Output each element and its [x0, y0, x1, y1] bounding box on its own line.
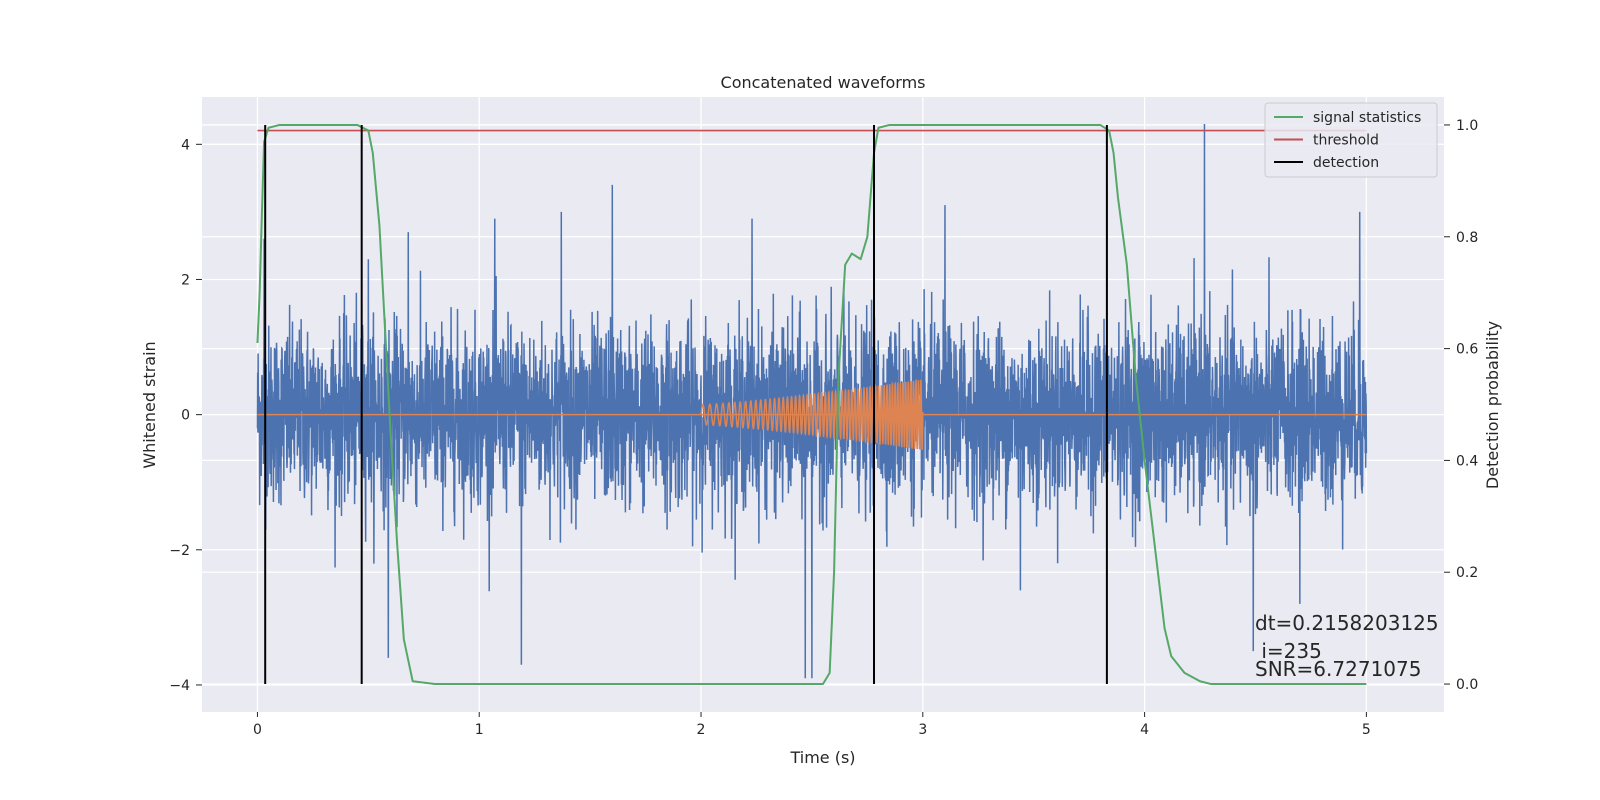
- x-axis-ticks: 0 1 2 3 4 5: [253, 712, 1371, 738]
- x-axis-label: Time (s): [789, 748, 855, 767]
- y2-tick-label: 0.2: [1456, 565, 1478, 581]
- legend-label-threshold: threshold: [1313, 133, 1379, 149]
- x-tick-label: 3: [918, 722, 927, 738]
- annotation-dt: dt=0.2158203125: [1255, 611, 1439, 635]
- legend-label-signal-statistics: signal statistics: [1313, 110, 1421, 126]
- y2-axis-ticks: 0.0 0.2 0.4 0.6 0.8 1.0: [1444, 118, 1478, 693]
- y-tick-label: −4: [169, 678, 190, 694]
- y2-tick-label: 0.8: [1456, 230, 1478, 246]
- y2-tick-label: 0.4: [1456, 453, 1478, 469]
- template-chirp: [700, 378, 924, 450]
- x-tick-label: 2: [697, 722, 706, 738]
- x-tick-label: 0: [253, 722, 262, 738]
- x-tick-label: 1: [475, 722, 484, 738]
- x-tick-label: 4: [1140, 722, 1149, 738]
- y2-tick-label: 0.0: [1456, 677, 1478, 693]
- y-tick-label: 4: [181, 137, 190, 153]
- template-series: [257, 378, 1367, 450]
- annotation-i: i=235: [1255, 639, 1322, 663]
- legend-box: [1264, 102, 1438, 178]
- y2-tick-label: 0.6: [1456, 342, 1478, 358]
- y2-axis-label: Detection probability: [1483, 321, 1502, 489]
- y-tick-label: 2: [181, 272, 190, 288]
- chart-title: Concatenated waveforms: [721, 73, 926, 92]
- annotation-snr: SNR=6.7271075: [1255, 657, 1421, 681]
- y2-tick-label: 1.0: [1456, 118, 1478, 134]
- y-axis-label: Whitened strain: [140, 341, 159, 468]
- detection-series: [264, 124, 1108, 685]
- strain-line: [256, 124, 1368, 679]
- signal-statistics-series: [256, 123, 1367, 686]
- x-tick-label: 5: [1362, 722, 1371, 738]
- y-axis-ticks: −4 −2 0 2 4: [169, 137, 202, 694]
- y-tick-label: −2: [169, 543, 190, 559]
- signal-statistics-line: [256, 123, 1367, 686]
- y-tick-label: 0: [181, 408, 190, 424]
- strain-series: [256, 124, 1368, 679]
- legend: signal statistics threshold detection: [1264, 102, 1438, 178]
- legend-label-detection: detection: [1313, 155, 1379, 171]
